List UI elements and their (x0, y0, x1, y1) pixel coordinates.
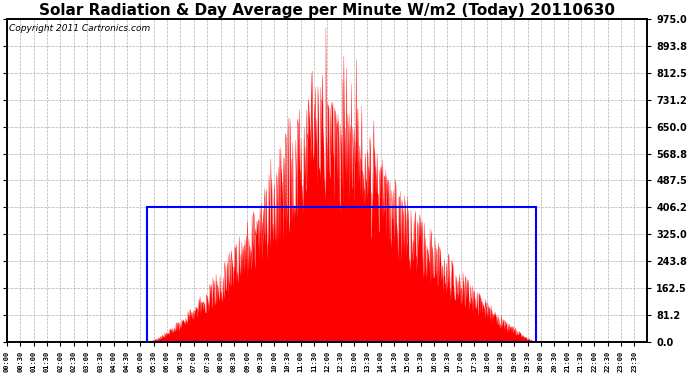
Title: Solar Radiation & Day Average per Minute W/m2 (Today) 20110630: Solar Radiation & Day Average per Minute… (39, 3, 615, 18)
Bar (147, 207, 536, 342)
Text: Copyright 2011 Cartronics.com: Copyright 2011 Cartronics.com (9, 24, 150, 33)
